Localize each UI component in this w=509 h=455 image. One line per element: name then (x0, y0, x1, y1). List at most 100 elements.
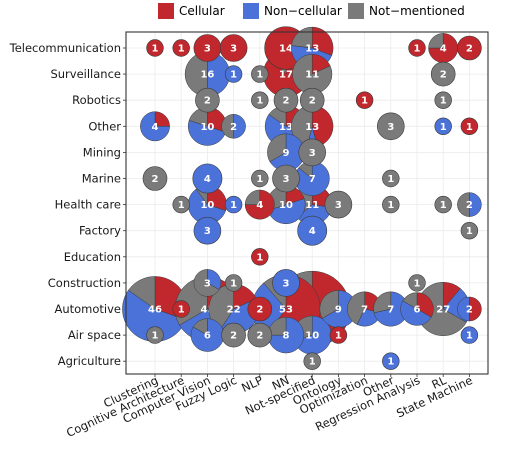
slice-not-mentioned (377, 112, 405, 141)
slice-cellular (329, 326, 348, 344)
bubble-count-label: 7 (309, 174, 316, 185)
bubble-count-label: 4 (204, 174, 211, 185)
slice-not-mentioned (298, 138, 326, 167)
slice-not-mentioned (193, 269, 220, 297)
bubble-factory-state-machine: 1 (460, 222, 479, 240)
bubble-count-label: 16 (200, 70, 214, 81)
slice-cellular (247, 296, 273, 322)
bubble-count-label: 6 (204, 331, 211, 342)
y-tick-label-other: Other (88, 119, 121, 133)
slice-not-mentioned (272, 164, 300, 193)
bubble-telecommunication-fuzzy-logic: 3 (219, 34, 248, 62)
bubble-count-label: 1 (466, 122, 473, 133)
bubble-automotive-other: 7 (373, 291, 409, 327)
bubble-count-label: 3 (283, 278, 290, 289)
legend-item-not-mentioned: Not−mentioned (348, 3, 465, 19)
bubble-air-space-ontology: 1 (329, 326, 348, 344)
slice-non-cellular (293, 315, 332, 355)
bubble-count-label: 2 (466, 200, 473, 211)
bubble-count-label: 1 (387, 174, 394, 185)
slice-not-mentioned (457, 192, 470, 217)
slice-not-mentioned (192, 318, 208, 336)
bubble-count-label: 3 (230, 44, 237, 55)
x-tick-label-cognitive-architecture: Cognitive Architecture (64, 373, 186, 440)
bubble-count-label: 1 (466, 226, 473, 237)
bubble-telecommunication-regression-analysis: 1 (408, 39, 426, 57)
slice-cellular (244, 189, 275, 220)
bubble-count-label: 46 (148, 305, 162, 316)
slice-not-mentioned (267, 133, 287, 163)
bubble-count-label: 1 (414, 278, 421, 289)
bubble-count-label: 13 (305, 122, 319, 133)
bubble-count-label: 7 (387, 305, 394, 316)
bubble-agriculture-other: 1 (382, 352, 400, 370)
bubble-robotics-optimization: 1 (355, 91, 374, 109)
slice-not-mentioned (434, 91, 452, 109)
bubble-health-care-cognitive-architecture: 1 (172, 195, 190, 214)
bubble-automotive-state-machine: 2 (457, 296, 482, 322)
bubble-air-space-state-machine: 1 (460, 326, 479, 344)
y-axis-ticks: Telecommunication Surveillance Robotics Oth… (9, 41, 126, 368)
bubble-count-label: 9 (335, 305, 342, 316)
x-tick-label-nlp: NLP (239, 373, 265, 395)
y-tick-label-robotics: Robotics (72, 93, 121, 107)
slice-not-mentioned (244, 189, 261, 205)
bubble-count-label: 7 (361, 305, 368, 316)
bubble-count-label: 3 (204, 226, 211, 237)
slice-cellular (311, 26, 334, 56)
bubble-count-label: 13 (305, 44, 319, 55)
bubble-marine-other: 1 (382, 169, 400, 188)
bubble-count-label: 2 (283, 96, 290, 107)
slice-cellular (172, 39, 190, 57)
bubble-count-label: 2 (152, 174, 159, 185)
slice-cellular (355, 91, 374, 109)
slice-not-mentioned (146, 326, 164, 344)
bubble-automotive-ontology: 9 (319, 290, 358, 328)
slice-non-cellular (434, 117, 452, 136)
y-tick-label-health-care: Health care (55, 198, 121, 212)
bubble-other-clustering: 4 (140, 111, 170, 142)
slice-not-mentioned (273, 87, 299, 113)
slice-cellular (469, 296, 482, 322)
bubble-surveillance-not-specified: 11 (292, 54, 333, 95)
x-tick-label-rl: RL (429, 373, 449, 392)
slice-cellular (172, 300, 190, 318)
bubble-count-label: 4 (309, 226, 316, 237)
legend-item-non-cellular: Non−cellular (243, 3, 342, 19)
bubble-telecommunication-cognitive-architecture: 1 (172, 39, 190, 57)
bubble-count-label: 22 (227, 305, 241, 316)
y-tick-label-air-space: Air space (68, 328, 121, 342)
slice-not-mentioned (299, 87, 325, 113)
bubble-count-label: 14 (279, 44, 293, 55)
slice-not-mentioned (251, 65, 269, 83)
legend-label-non-cellular: Non−cellular (264, 4, 342, 18)
bubble-marine-nlp: 1 (251, 169, 269, 188)
bubble-count-label: 3 (387, 122, 394, 133)
bubble-count-label: 53 (279, 305, 293, 316)
bubble-count-label: 3 (283, 174, 290, 185)
slice-not-mentioned (128, 276, 156, 310)
bubble-count-label: 1 (466, 331, 473, 342)
bubble-robotics-rl: 1 (434, 91, 452, 109)
y-tick-label-automotive: Automotive (54, 302, 121, 316)
bubble-count-label: 9 (283, 148, 290, 159)
bubble-count-label: 2 (230, 122, 237, 133)
slice-non-cellular (469, 192, 482, 217)
bubble-count-label: 45 (200, 305, 214, 316)
bubble-marine-clustering: 2 (142, 166, 168, 191)
bubble-count-label: 3 (204, 278, 211, 289)
slice-cellular (251, 248, 269, 266)
bubble-air-space-computer-vision: 6 (190, 318, 225, 352)
bubble-factory-not-specified: 4 (297, 215, 328, 246)
bubble-construction-computer-vision: 3 (193, 269, 222, 297)
slice-cellular (428, 33, 459, 63)
slice-not-mentioned (434, 195, 452, 214)
bubble-count-label: 1 (256, 96, 263, 107)
bubble-mining-not-specified: 3 (298, 138, 326, 167)
bubble-health-care-ontology: 3 (324, 190, 353, 219)
bubble-count-label: 1 (361, 96, 368, 107)
slice-not-mentioned (402, 292, 418, 310)
bubble-factory-computer-vision: 3 (193, 216, 222, 245)
slice-not-mentioned (292, 54, 333, 95)
